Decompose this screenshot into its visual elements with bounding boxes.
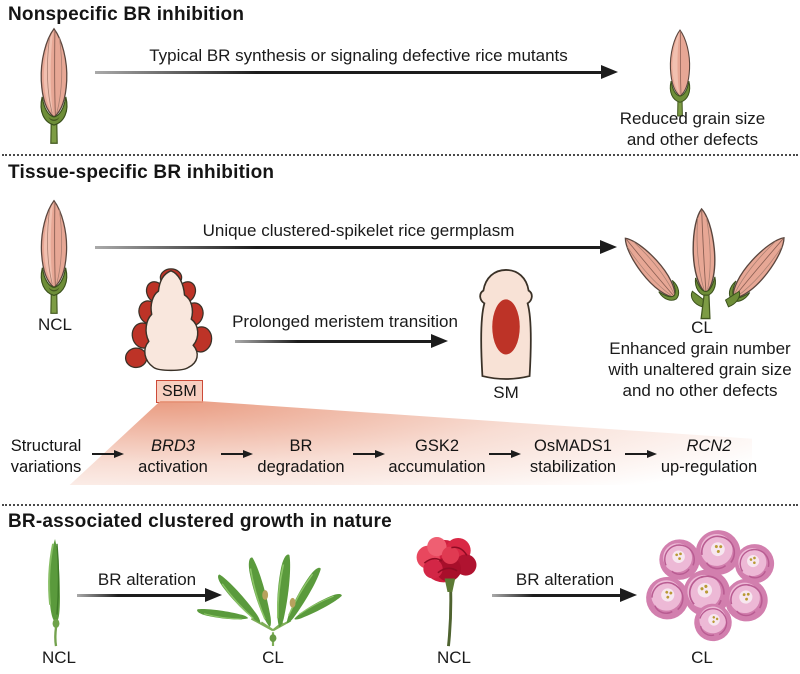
meristem-arrow-right [235,340,431,343]
meristem-arrow-label: Prolonged meristem transition [232,312,458,331]
ncl-label: NCL [37,315,72,334]
panel1-arrow-label: Typical BR synthesis or signaling defect… [149,46,568,65]
panel1-arrow-right [95,71,601,74]
pathway-arrow-2 [221,453,243,456]
panel1-title: Nonspecific BR inhibition [8,4,245,25]
rose-cluster-photo [638,524,778,650]
panel-divider [2,154,798,156]
panel3-title: BR-associated clustered growth in nature [8,511,392,532]
flower-arrow-label: BR alteration [515,570,615,589]
pathway-arrow-1 [92,453,114,456]
sm-label: SM [493,383,519,402]
cl-caption: Enhanced grain number with unaltered gra… [608,339,792,400]
pepper-cluster-photo [195,553,344,646]
panel2-arrow-label: Unique clustered-spikelet rice germplasm [202,221,515,240]
pepper-ncl-label: NCL [41,648,76,667]
pathway-step-structural-variations: Structural variations [10,437,82,476]
pathway-step-br-degradation: BR degradation [257,437,345,476]
flower-ncl-label: NCL [436,648,471,667]
flower-cl-label: CL [691,648,713,667]
panel2-arrow-right [95,246,600,249]
pepper-arrow-right [77,594,205,597]
cl-label: CL [691,318,713,337]
pepper-arrow-label: BR alteration [97,570,197,589]
panel1-result-caption: Reduced grain size and other defects [619,109,766,149]
pathway-step-osmads1-stabilization: OsMADS1 stabilization [529,437,617,476]
pathway-arrow-5 [625,453,647,456]
sbm-label-box: SBM [156,380,203,403]
small-rice-spikelet-illustration [669,29,691,117]
pathway-arrow-3 [353,453,375,456]
cl-clustered-spikelet-illustration [617,207,793,320]
pepper-cl-label: CL [262,648,284,667]
panel2-title: Tissue-specific BR inhibition [8,162,275,183]
flower-arrow-right [492,594,620,597]
sm-meristem-illustration [479,269,533,380]
sbm-meristem-illustration [124,268,213,372]
carnation-flower-photo [416,536,477,647]
ncl-spikelet-illustration [40,199,68,314]
single-pepper-photo [48,538,60,647]
pathway-step-rcn2-upregulation: RCN2 up-regulation [660,437,758,476]
panel-divider [2,504,798,506]
pathway-arrow-4 [489,453,511,456]
pathway-step-brd3-activation: BRD3 activation [138,437,208,476]
rice-spikelet-illustration [40,27,68,144]
pathway-step-gsk2-accumulation: GSK2 accumulation [388,437,486,476]
